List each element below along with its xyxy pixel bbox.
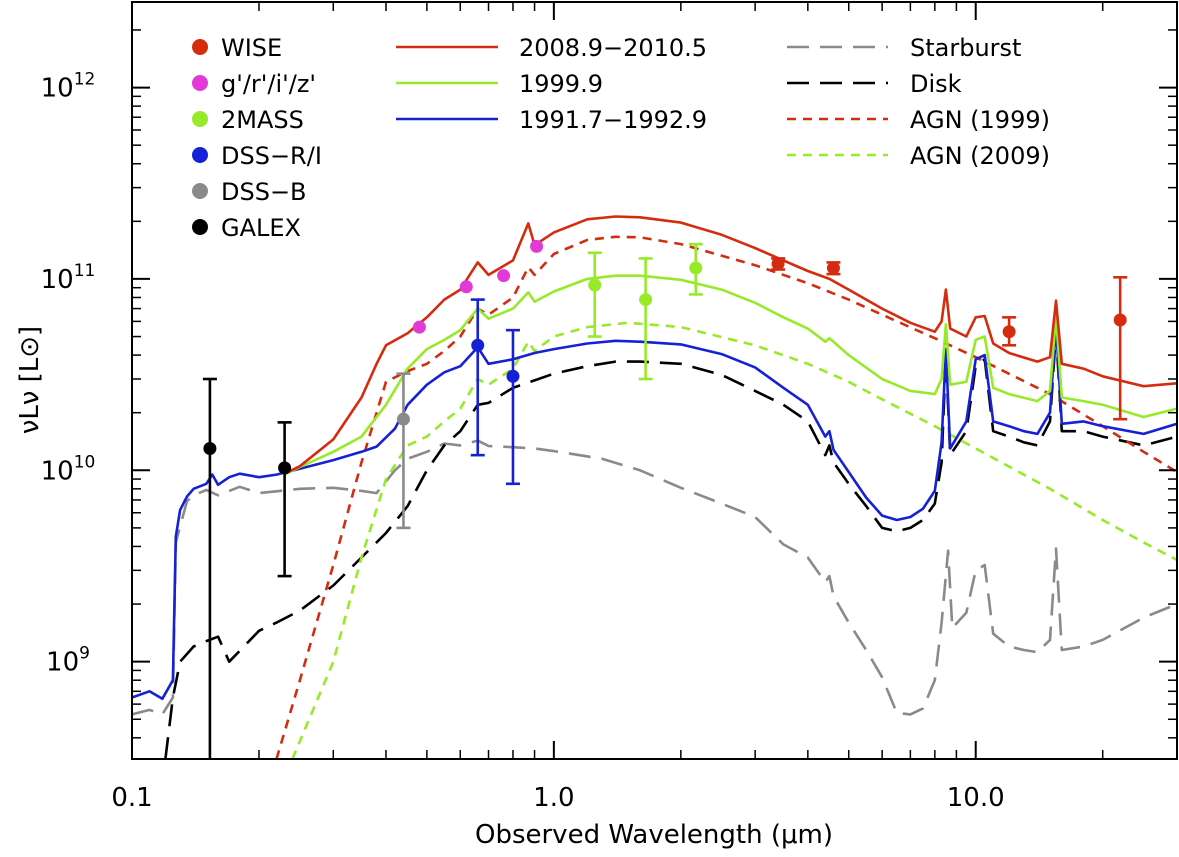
- axes: 0.1 1.0 10.0 109 1010 1011 1012: [41, 2, 1178, 813]
- photometry-points: [202, 239, 1128, 759]
- legend-label-griz: g'/r'/i'/z': [221, 70, 316, 98]
- legend-label-fit1991: 1991.7−1992.9: [519, 106, 707, 134]
- data-point-twomass: [689, 261, 703, 275]
- series-line-agn1999: [275, 235, 1177, 759]
- data-point-wise: [1002, 325, 1016, 339]
- series-line-starburst: [132, 439, 1177, 716]
- data-point-dssri: [471, 338, 485, 352]
- legend-marker-griz: [192, 75, 208, 91]
- y-tick-label: 1010: [41, 452, 96, 486]
- legend-label-dssri: DSS−R/I: [221, 142, 322, 170]
- x-tick-label: 10.0: [947, 783, 1005, 813]
- data-point-griz: [497, 269, 511, 283]
- legend-label-twomass: 2MASS: [221, 106, 304, 134]
- data-point-twomass: [639, 293, 653, 307]
- series-line-fit1991: [132, 322, 1177, 701]
- legend-label-disk: Disk: [910, 70, 962, 98]
- data-point-twomass: [588, 278, 602, 292]
- data-point-griz: [459, 280, 473, 294]
- legend: WISE g'/r'/i'/z' 2MASS DSS−R/I DSS−B GALEX 200…: [192, 34, 1050, 242]
- x-tick-label: 0.1: [111, 783, 152, 813]
- series-line-agn2009: [291, 321, 1177, 759]
- data-point-wise: [826, 261, 840, 275]
- model-curves: [132, 215, 1177, 759]
- data-point-griz: [412, 320, 426, 334]
- y-tick-label: 1012: [41, 70, 96, 104]
- legend-marker-wise: [192, 39, 208, 55]
- legend-marker-galex: [192, 219, 208, 235]
- legend-marker-twomass: [192, 111, 208, 127]
- legend-label-galex: GALEX: [221, 214, 301, 242]
- legend-marker-dssri: [192, 147, 208, 163]
- data-point-wise: [771, 257, 785, 271]
- legend-marker-dssb: [192, 183, 208, 199]
- plot-frame: [131, 1, 1178, 760]
- y-tick-label: 1011: [41, 261, 96, 295]
- data-point-griz: [530, 239, 544, 253]
- y-axis-label: νLν [L⊙]: [15, 326, 45, 434]
- y-tick-label: 109: [46, 644, 90, 678]
- legend-label-wise: WISE: [221, 34, 282, 62]
- x-tick-label: 1.0: [533, 783, 574, 813]
- legend-label-agn2009: AGN (2009): [910, 142, 1050, 170]
- data-point-dssri: [506, 369, 520, 383]
- legend-label-dssb: DSS−B: [221, 178, 307, 206]
- legend-label-fit1999: 1999.9: [519, 70, 603, 98]
- data-point-galex: [203, 441, 217, 455]
- series-line-disk: [164, 330, 1177, 759]
- legend-label-agn1999: AGN (1999): [910, 106, 1050, 134]
- data-point-galex: [278, 461, 292, 475]
- x-axis-label: Observed Wavelength (μm): [475, 820, 833, 850]
- series-line-fit1999: [284, 274, 1177, 476]
- data-point-wise: [1113, 313, 1127, 327]
- data-point-dssb: [396, 412, 410, 426]
- legend-label-fit2008: 2008.9−2010.5: [519, 34, 707, 62]
- legend-label-starburst: Starburst: [910, 34, 1021, 62]
